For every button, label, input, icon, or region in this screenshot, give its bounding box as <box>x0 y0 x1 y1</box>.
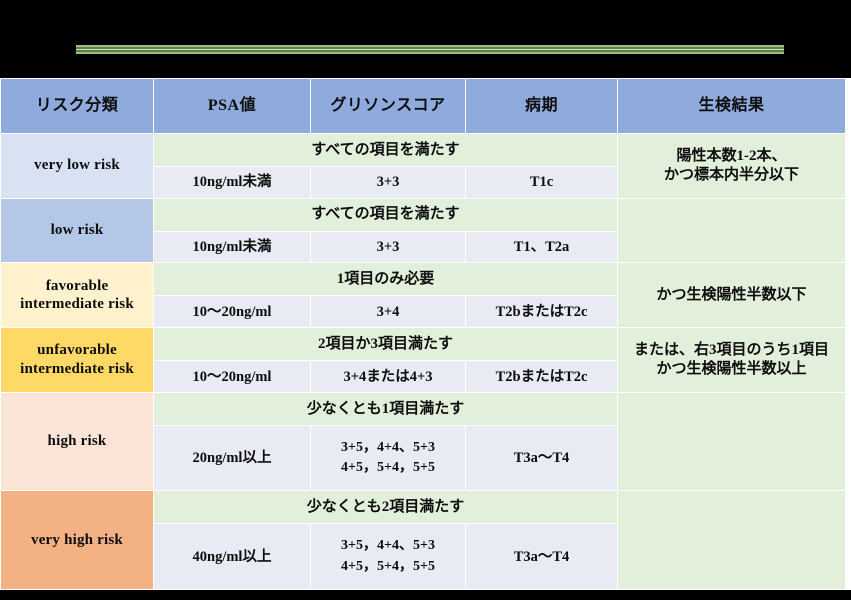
column-header-risk-category: リスク分類 <box>0 78 154 134</box>
biopsy-unfavorable-line2: かつ生検陽性半数以上 <box>656 361 807 378</box>
table-row: 40ng/ml以上 3+5，4+4、5+3 4+5，5+4，5+5 T3a〜T4 <box>1 523 846 590</box>
psa-high: 20ng/ml以上 <box>153 424 311 492</box>
risk-label-favorable-line1: favorable <box>45 277 109 294</box>
gleason-very-high-line1: 3+5，4+4、5+3 <box>341 538 435 554</box>
decorative-green-rule-highlight <box>76 49 784 50</box>
biopsy-unfavorable-line1: または、右3項目のうち1項目 <box>633 342 829 359</box>
table-header: リスク分類 PSA値 グリソンスコア 病期 生検結果 <box>0 78 846 134</box>
stage-very-low: T1c <box>465 166 618 199</box>
risk-classification-table: リスク分類 PSA値 グリソンスコア 病期 生検結果 very low risk… <box>0 78 846 590</box>
stage-high: T3a〜T4 <box>465 424 618 492</box>
table-row: very high risk 少なくとも2項目満たす <box>0 490 846 590</box>
gleason-high-line1: 3+5，4+4、5+3 <box>341 439 435 455</box>
column-header-stage: 病期 <box>465 78 618 134</box>
table-row: 20ng/ml以上 3+5，4+4、5+3 4+5，5+4，5+5 T3a〜T4 <box>1 424 846 492</box>
decorative-green-rule <box>76 45 784 54</box>
decorative-top-band <box>0 0 851 78</box>
risk-label-low: low risk <box>0 197 154 264</box>
column-header-psa-value: PSA値 <box>153 78 311 134</box>
stage-low: T1、T2a <box>465 230 618 264</box>
decorative-bottom-band <box>0 590 851 600</box>
condition-unfavorable-intermediate: 2項目か3項目満たす <box>153 327 618 362</box>
biopsy-low <box>617 197 846 264</box>
risk-label-unfavorable-line1: unfavorable <box>37 342 117 359</box>
gleason-low: 3+3 <box>310 230 466 264</box>
table-row: 10ng/ml未満 3+3 T1、T2a <box>1 230 846 264</box>
biopsy-favorable-intermediate: かつ生検陽性半数以下 <box>617 262 846 329</box>
table-row: unfavorable intermediate risk 2項目か3項目満たす… <box>0 327 846 393</box>
gleason-high-line2: 4+5，5+4，5+5 <box>341 460 435 476</box>
psa-very-high: 40ng/ml以上 <box>153 523 311 590</box>
biopsy-very-low: 陽性本数1-2本、 かつ標本内半分以下 <box>617 133 846 199</box>
psa-favorable-intermediate: 10〜20ng/ml <box>153 295 311 329</box>
table-row: 10ng/ml未満 3+3 T1c <box>1 166 846 199</box>
biopsy-very-low-line2: かつ標本内半分以下 <box>663 166 799 183</box>
condition-high: 少なくとも1項目満たす <box>153 391 618 426</box>
column-header-gleason-score: グリソンスコア <box>310 78 466 134</box>
table-row: 10〜20ng/ml 3+4 T2bまたはT2c <box>1 295 846 329</box>
table-row: low risk すべての項目を満たす <box>0 197 846 264</box>
condition-favorable-intermediate: 1項目のみ必要 <box>153 262 618 297</box>
risk-label-unfavorable-intermediate: unfavorable intermediate risk <box>0 327 154 393</box>
psa-very-low: 10ng/ml未満 <box>153 166 311 199</box>
risk-label-favorable-line2: intermediate risk <box>20 296 134 313</box>
table-row: high risk 少なくとも1項目満たす <box>0 391 846 492</box>
gleason-favorable-intermediate: 3+4 <box>310 295 466 329</box>
condition-very-low: すべての項目を満たす <box>153 133 618 167</box>
gleason-very-high: 3+5，4+4、5+3 4+5，5+4，5+5 <box>310 523 466 590</box>
condition-low: すべての項目を満たす <box>153 197 618 232</box>
table-body: very low risk すべての項目を満たす 陽性本数1-2本、 かつ標本内… <box>0 133 846 590</box>
biopsy-high <box>617 391 846 492</box>
header-row: リスク分類 PSA値 グリソンスコア 病期 生検結果 <box>0 78 846 134</box>
table-row: 10〜20ng/ml 3+4または4+3 T2bまたはT2c <box>1 360 846 393</box>
risk-label-very-low: very low risk <box>0 133 154 199</box>
stage-favorable-intermediate: T2bまたはT2c <box>465 295 618 329</box>
gleason-high: 3+5，4+4、5+3 4+5，5+4，5+5 <box>310 424 466 492</box>
condition-very-high: 少なくとも2項目満たす <box>153 490 618 525</box>
risk-label-unfavorable-line2: intermediate risk <box>20 361 134 378</box>
risk-label-favorable-intermediate: favorable intermediate risk <box>0 262 154 329</box>
biopsy-very-low-line1: 陽性本数1-2本、 <box>676 148 787 165</box>
biopsy-unfavorable-intermediate: または、右3項目のうち1項目 かつ生検陽性半数以上 <box>617 327 846 393</box>
stage-unfavorable-intermediate: T2bまたはT2c <box>465 360 618 393</box>
table-row: favorable intermediate risk 1項目のみ必要 かつ生検… <box>0 262 846 329</box>
psa-unfavorable-intermediate: 10〜20ng/ml <box>153 360 311 393</box>
gleason-very-low: 3+3 <box>310 166 466 199</box>
table-row: very low risk すべての項目を満たす 陽性本数1-2本、 かつ標本内… <box>0 133 846 199</box>
psa-low: 10ng/ml未満 <box>153 230 311 264</box>
gleason-unfavorable-intermediate: 3+4または4+3 <box>310 360 466 393</box>
gleason-very-high-line2: 4+5，5+4，5+5 <box>341 558 435 574</box>
risk-label-high: high risk <box>0 391 154 492</box>
column-header-biopsy-result: 生検結果 <box>617 78 846 134</box>
stage-very-high: T3a〜T4 <box>465 523 618 590</box>
biopsy-very-high <box>617 490 846 590</box>
risk-label-very-high: very high risk <box>0 490 154 590</box>
risk-classification-table-container: リスク分類 PSA値 グリソンスコア 病期 生検結果 very low risk… <box>0 78 851 590</box>
